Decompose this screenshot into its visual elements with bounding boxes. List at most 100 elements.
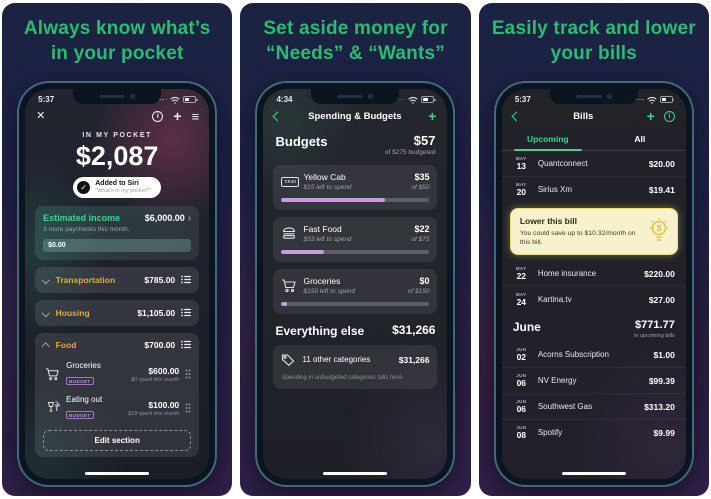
bill-amount: $27.00 [648,294,675,305]
phone-mockup-2: 4:34 Spending & Budgets + Budgets $57 [257,83,454,485]
bill-row[interactable]: MAY 22 Home insurance $220.00 [502,261,686,286]
camera-dot [368,94,374,99]
menu-icon[interactable]: ≡ [191,108,200,124]
section-label: Transportation [55,274,116,285]
bill-amount: $9.99 [653,427,675,438]
income-amount: $6,000.00 [144,213,185,224]
chevron-right-icon: › [187,212,192,224]
pocket-label: IN MY POCKET [82,132,152,139]
section-row-transportation[interactable]: Transportation $785.00 [35,266,200,293]
camera-dot [606,94,612,99]
bill-row[interactable]: JUN 06 Southwest Gas $313.20 [501,393,686,419]
siri-chip[interactable]: ✓ Added to Siri “What’s in my pocket?” [73,177,162,198]
list-icon[interactable] [181,275,192,284]
income-subtitle: 3 more paychecks this month. [43,225,130,233]
list-icon[interactable] [181,340,192,349]
svg-text:$: $ [656,223,661,233]
bill-date: MAY 20 [515,181,527,197]
home-indicator[interactable] [85,471,150,475]
tag-icon [282,354,295,366]
bill-name: Sirius Xm [537,185,573,194]
panel-pocket: Always know what’s in your pocket 5:37 ✕… [2,3,233,496]
budget-amount: $0 [419,276,430,286]
section-amount: $1,105.00 [137,307,176,318]
plus-icon[interactable]: + [173,108,182,124]
bill-row[interactable]: MAY 24 Kartina.tv $27.00 [501,286,686,312]
budget-left-note: $150 left to spend [303,288,356,295]
edit-section-button[interactable]: Edit section [43,429,192,451]
home-indicator[interactable] [561,471,626,475]
section-label: Food [55,339,77,350]
bill-date: MAY 22 [515,265,527,282]
everything-else-amount: $31,266 [392,323,436,337]
cart-icon [43,367,61,381]
income-title: Estimated income [43,213,121,224]
close-icon[interactable]: ✕ [36,109,46,122]
add-budget-icon[interactable]: + [428,108,437,124]
bill-name: Southwest Gas [537,402,593,412]
bill-row[interactable]: JUN 06 NV Energy $99.39 [501,367,686,393]
month-amount: $771.77 [635,319,675,332]
estimated-income-card[interactable]: Estimated income $6,000.00 › 3 more payc… [35,205,200,260]
budget-item-eating-out[interactable]: Eating out BUDGET $100.00 $18 spent this… [35,391,199,425]
bill-name: NV Energy [537,376,577,386]
bill-date: MAY 24 [515,291,527,308]
bill-amount: $313.20 [644,401,675,412]
item-amount: $600.00 [148,365,180,376]
budget-item-groceries[interactable]: Groceries BUDGET $600.00 $0 spent this m… [35,357,199,391]
burger-icon [281,227,303,240]
add-bill-icon[interactable]: + [646,108,655,124]
other-categories-card[interactable]: 11 other categories $31,266 Spending in … [273,345,438,389]
budget-left-note: $15 left to spend [303,184,352,191]
budget-progress-bar [281,198,430,202]
budget-card-yellow-cab[interactable]: TAXI Yellow Cab $15 left to spend $35 of… [273,165,438,210]
list-icon[interactable] [181,308,192,317]
wifi-icon [408,96,419,104]
notch [549,89,638,104]
nav-title: Spending & Budgets [308,110,402,122]
budget-card-fast-food[interactable]: Fast Food $53 left to spend $22 of $75 [273,217,438,262]
phone-mockup-3: 5:37 Bills + i Upcoming All [495,83,692,485]
bill-row[interactable]: JUN 02 Acorns Subscription $1.00 [502,342,686,367]
wifi-icon [647,96,657,104]
home-indicator[interactable] [323,471,388,475]
info-icon[interactable]: i [152,110,164,122]
bill-name: Spotify [537,428,563,438]
cart-icon [281,278,303,293]
battery-icon [421,96,436,103]
section-card-food: Food $700.00 Groceries BUDGET $ [35,332,200,457]
lightbulb-icon: $ [649,218,669,241]
pocket-amount: $2,087 [75,141,159,171]
budget-progress-bar [281,302,430,306]
budgets-heading: Budgets [275,134,328,149]
budget-card-groceries[interactable]: Groceries $150 left to spend $0 of $150 [273,269,438,314]
lower-bill-card[interactable]: Lower this bill You could save up to $10… [509,208,678,256]
drag-handle-icon[interactable] [185,403,191,413]
bill-name: Kartina.tv [537,295,572,305]
everything-else-heading: Everything else [275,324,365,338]
bill-row[interactable]: JUN 08 Spotify $9.99 [501,419,686,445]
income-progress-bar: $0.00 [43,238,192,252]
clock: 5:37 [38,95,55,104]
section-row-food[interactable]: Food $700.00 [35,333,199,357]
bill-row[interactable]: MAY 20 Sirius Xm $19.41 [501,176,686,202]
bill-amount: $1.00 [653,349,675,360]
bill-amount: $19.41 [648,184,675,195]
section-row-housing[interactable]: Housing $1,105.00 [35,299,200,326]
info-icon[interactable]: i [663,110,675,122]
bill-row[interactable]: MAY 13 Quantconnect $20.00 [502,151,686,176]
dining-icon [43,400,61,416]
battery-icon [659,96,675,103]
siri-subtitle: “What’s in my pocket?” [95,188,152,195]
bills-tabs: Upcoming All [501,129,686,151]
drag-handle-icon[interactable] [185,369,191,379]
bill-name: Home insurance [537,269,597,279]
tab-upcoming[interactable]: Upcoming [502,129,594,151]
chevron-down-icon [42,276,50,284]
budget-amount: $35 [414,172,430,182]
tab-all[interactable]: All [634,134,646,144]
headline-bills: Easily track and lower your bills [491,18,696,65]
section-amount: $785.00 [144,274,176,285]
status-bar: 4:34 [263,89,447,104]
